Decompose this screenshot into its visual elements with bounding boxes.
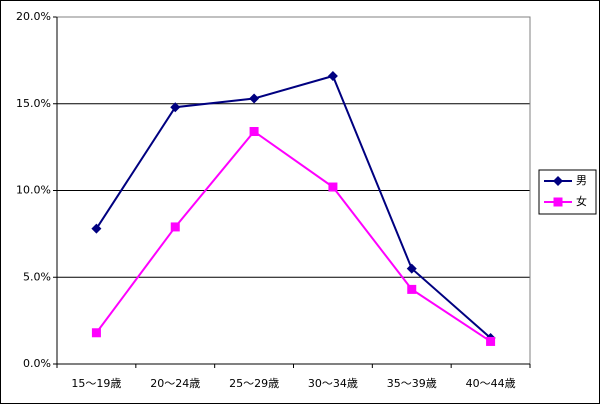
- data-point: [91, 328, 101, 338]
- x-tick-label: 20～24歳: [150, 377, 200, 390]
- y-tick-label: 0.0%: [23, 357, 51, 370]
- series-line: [95, 74, 492, 339]
- data-point: [91, 223, 102, 234]
- data-point: [328, 182, 338, 192]
- y-tick-label: 5.0%: [23, 270, 51, 283]
- data-point: [406, 263, 417, 274]
- y-tick-label: 10.0%: [16, 184, 51, 197]
- data-point: [327, 70, 338, 81]
- data-point: [170, 102, 181, 113]
- legend-label: 女: [576, 194, 587, 208]
- legend-label: 男: [576, 174, 587, 187]
- data-point: [249, 93, 260, 104]
- series-line: [95, 130, 492, 343]
- data-point: [486, 336, 496, 346]
- x-tick-label: 25～29歳: [229, 377, 279, 390]
- y-tick-label: 15.0%: [16, 97, 51, 110]
- x-tick-label: 30～34歳: [308, 377, 358, 390]
- x-tick-label: 15～19歳: [71, 377, 121, 390]
- data-point: [249, 127, 259, 137]
- legend-marker: [553, 197, 563, 207]
- y-tick-label: 20.0%: [16, 10, 51, 23]
- x-tick-label: 35～39歳: [387, 377, 437, 390]
- data-point: [170, 222, 180, 232]
- legend-box: [538, 169, 597, 215]
- x-tick-label: 40～44歳: [466, 377, 516, 390]
- data-point: [407, 284, 417, 294]
- legend-marker: [553, 176, 563, 186]
